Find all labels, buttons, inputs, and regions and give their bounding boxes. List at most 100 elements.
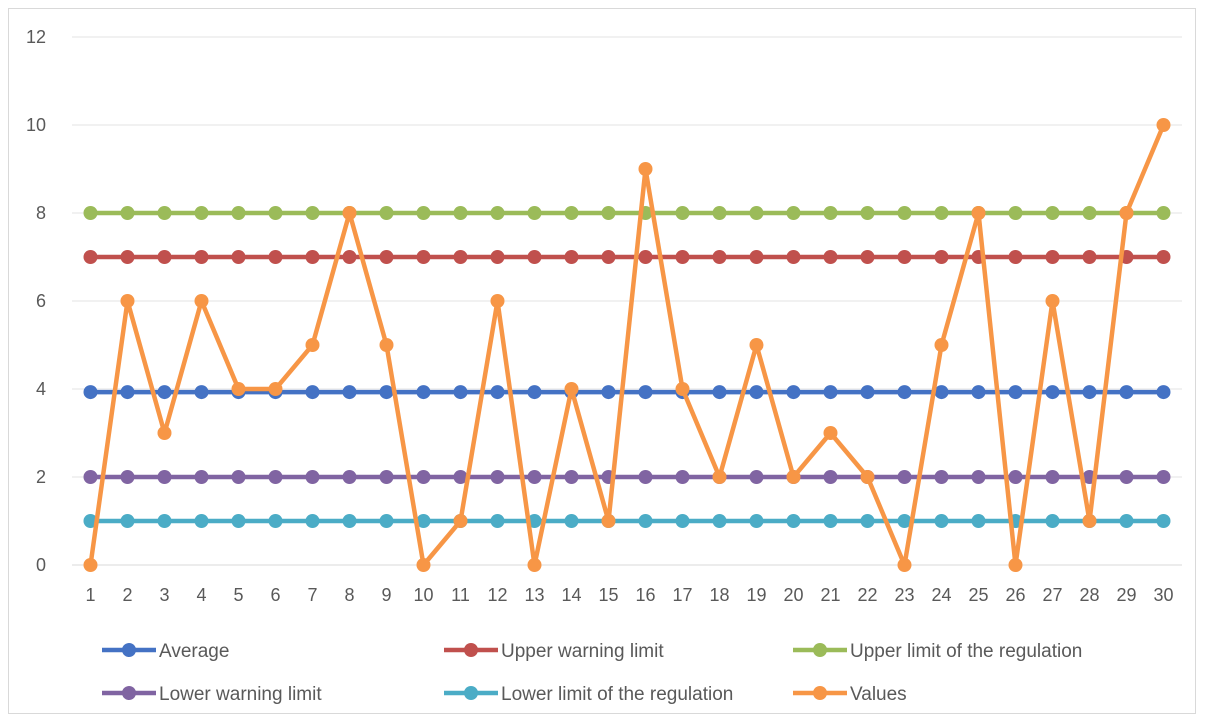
data-point <box>453 385 468 400</box>
data-point <box>897 250 912 264</box>
data-point <box>379 206 394 220</box>
data-point <box>1045 250 1060 264</box>
legend-marker <box>813 686 827 700</box>
data-point <box>749 385 764 400</box>
data-point <box>83 470 98 484</box>
data-point <box>1156 206 1171 220</box>
data-point <box>860 385 875 400</box>
data-point <box>1008 558 1023 572</box>
data-point <box>157 514 172 528</box>
y-tick-label: 12 <box>26 27 46 47</box>
data-point <box>823 250 838 264</box>
data-point <box>934 206 949 220</box>
data-point <box>1008 385 1023 400</box>
data-point <box>1082 514 1097 528</box>
x-tick-label: 14 <box>561 585 581 605</box>
data-point <box>1008 206 1023 220</box>
x-tick-label: 24 <box>931 585 951 605</box>
data-point <box>342 385 357 400</box>
data-point <box>749 250 764 264</box>
data-point <box>120 470 135 484</box>
legend-marker <box>464 686 478 700</box>
data-point <box>305 338 320 352</box>
legend-marker <box>813 643 827 657</box>
legend-marker <box>122 643 136 657</box>
data-point <box>712 385 727 400</box>
x-tick-label: 27 <box>1042 585 1062 605</box>
x-tick-label: 18 <box>709 585 729 605</box>
data-point <box>749 470 764 484</box>
legend-item: Lower warning limit <box>102 684 322 705</box>
data-point <box>1119 514 1134 528</box>
data-point <box>379 385 394 400</box>
data-point <box>1082 206 1097 220</box>
data-point <box>897 206 912 220</box>
data-point <box>897 514 912 528</box>
x-tick-label: 9 <box>381 585 391 605</box>
data-point <box>268 382 283 396</box>
data-point <box>305 470 320 484</box>
data-point <box>1119 206 1134 220</box>
legend-item: Lower limit of the regulation <box>444 684 733 705</box>
series-4 <box>83 514 1171 528</box>
x-tick-label: 17 <box>672 585 692 605</box>
data-point <box>194 470 209 484</box>
data-point <box>527 206 542 220</box>
data-point <box>786 385 801 400</box>
data-point <box>231 514 246 528</box>
data-point <box>453 514 468 528</box>
data-point <box>601 385 616 400</box>
data-point <box>1082 250 1097 264</box>
data-point <box>786 250 801 264</box>
data-point <box>675 514 690 528</box>
legend-marker <box>464 643 478 657</box>
data-point <box>342 470 357 484</box>
data-point <box>564 514 579 528</box>
data-point <box>1156 385 1171 400</box>
x-tick-label: 3 <box>159 585 169 605</box>
legend-marker <box>122 686 136 700</box>
data-point <box>1119 470 1134 484</box>
data-point <box>823 514 838 528</box>
data-point <box>453 470 468 484</box>
data-point <box>897 385 912 400</box>
data-point <box>527 470 542 484</box>
data-point <box>194 514 209 528</box>
legend-label: Lower warning limit <box>159 684 322 705</box>
x-tick-label: 7 <box>307 585 317 605</box>
data-point <box>675 250 690 264</box>
legend-item: Values <box>793 684 907 705</box>
data-point <box>860 470 875 484</box>
y-tick-label: 6 <box>36 291 46 311</box>
data-point <box>934 470 949 484</box>
data-point <box>1156 514 1171 528</box>
data-point <box>527 385 542 400</box>
data-point <box>823 470 838 484</box>
data-point <box>342 250 357 264</box>
legend-item: Upper limit of the regulation <box>793 641 1082 662</box>
x-tick-label: 19 <box>746 585 766 605</box>
data-point <box>268 206 283 220</box>
x-tick-label: 11 <box>451 585 470 605</box>
data-point <box>564 382 579 396</box>
data-point <box>83 250 98 264</box>
x-tick-label: 22 <box>857 585 877 605</box>
data-point <box>675 206 690 220</box>
data-point <box>712 470 727 484</box>
data-point <box>675 470 690 484</box>
data-point <box>231 470 246 484</box>
data-point <box>83 558 98 572</box>
data-point <box>379 470 394 484</box>
data-point <box>1045 514 1060 528</box>
data-point <box>971 470 986 484</box>
data-point <box>379 338 394 352</box>
data-point <box>379 250 394 264</box>
x-tick-label: 5 <box>233 585 243 605</box>
data-point <box>601 206 616 220</box>
data-point <box>934 514 949 528</box>
data-point <box>638 470 653 484</box>
x-tick-label: 1 <box>85 585 95 605</box>
data-point <box>1119 385 1134 400</box>
